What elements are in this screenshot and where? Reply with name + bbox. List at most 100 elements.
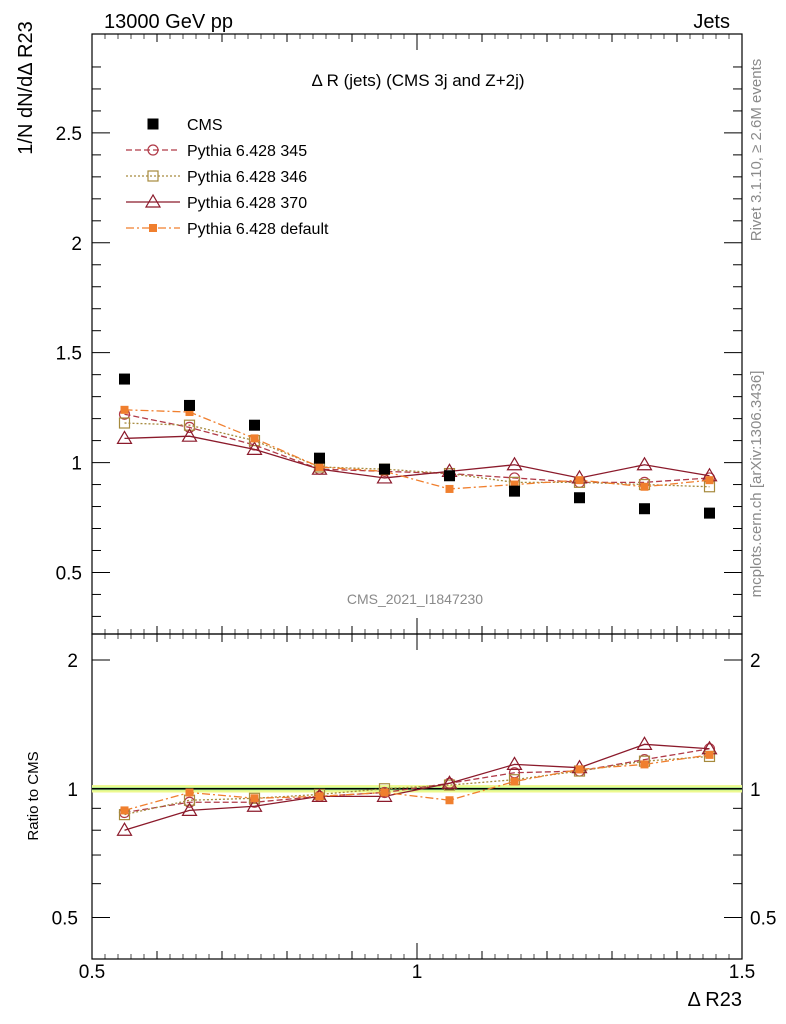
data-point: [574, 492, 585, 504]
data-point: [506, 456, 523, 471]
series-line: [124, 409, 710, 490]
ratio-point: [510, 777, 519, 786]
data-point: [181, 428, 198, 442]
legend-marker: [147, 170, 159, 182]
y-tick-label: 2: [71, 234, 82, 255]
ratio-y-tick-label: 1: [67, 780, 78, 801]
data-point: [575, 476, 584, 485]
mcplots-note: mcplots.cern.ch [arXiv:1306.3436]: [748, 371, 765, 598]
legend-item: Pythia 6.428 346: [126, 169, 307, 186]
data-point: [639, 503, 650, 515]
legend-item: Pythia 6.428 345: [126, 143, 307, 160]
ratio-point: [506, 756, 523, 771]
y-tick-label: 1.5: [56, 344, 82, 365]
legend-item: CMS: [147, 117, 223, 134]
ratio-series-pythia-6-428-345: [118, 743, 716, 819]
data-point: [119, 373, 130, 385]
data-point: [640, 482, 649, 491]
data-point: [379, 463, 390, 475]
ratio-point: [181, 802, 198, 817]
ratio-point: [380, 788, 389, 797]
ratio-y-tick-label-right: 0.5: [750, 909, 776, 930]
ratio-series-pythia-6-428-default: [120, 750, 714, 815]
data-point: [510, 480, 519, 489]
data-point: [249, 419, 260, 431]
data-point: [315, 462, 324, 471]
main-series: [116, 373, 718, 519]
ratio-point: [248, 792, 261, 804]
ratio-point: [185, 788, 194, 797]
header-right: Jets: [693, 11, 730, 33]
ratio-point: [250, 794, 259, 803]
x-tick-label: 1: [412, 962, 423, 983]
legend-item: Pythia 6.428 370: [126, 193, 307, 212]
data-point: [444, 470, 455, 482]
legend-marker: [147, 144, 159, 156]
data-point: [509, 485, 520, 497]
ratio-point: [445, 796, 454, 805]
data-point: [376, 469, 393, 484]
x-tick-label: 0.5: [79, 962, 105, 983]
ratio-point: [575, 765, 584, 774]
data-point: [636, 456, 653, 471]
legend-label: CMS: [187, 117, 223, 134]
ratio-y-tick-label-right: 1: [750, 780, 761, 801]
data-point: [250, 434, 259, 443]
ratio-point: [640, 760, 649, 769]
ratio-y-tick-label: 0.5: [52, 909, 78, 930]
legend-marker: [144, 193, 162, 208]
y-axis-label: 1/N dN/dΔ R23: [15, 21, 37, 154]
ratio-point: [246, 798, 263, 812]
header-left: 13000 GeV pp: [104, 11, 233, 33]
legend-label: Pythia 6.428 370: [187, 195, 307, 212]
data-point: [185, 408, 194, 417]
series-pythia-6-428-default: [120, 405, 714, 493]
ratio-y-tick-label: 2: [67, 651, 78, 672]
ratio-axis-label: Ratio to CMS: [25, 751, 42, 840]
ratio-point: [315, 792, 324, 801]
chart-title: Δ R (jets) (CMS 3j and Z+2j): [311, 71, 524, 90]
data-point: [704, 507, 715, 519]
data-point: [445, 484, 454, 493]
watermark: CMS_2021_I1847230: [347, 591, 483, 607]
ratio-point: [705, 750, 714, 759]
y-tick-label: 0.5: [56, 563, 82, 584]
ratio-point: [636, 736, 653, 750]
x-tick-label: 1.5: [729, 962, 755, 983]
ratio-point: [441, 775, 458, 789]
data-point: [116, 430, 133, 444]
series-line: [124, 435, 710, 479]
ratio-series: [116, 736, 718, 836]
legend-item: Pythia 6.428 default: [126, 221, 329, 238]
rivet-note: Rivet 3.1.10, ≥ 2.6M events: [748, 59, 765, 242]
data-point: [120, 405, 129, 414]
ratio-point: [120, 806, 129, 815]
ratio-line: [124, 748, 710, 814]
ratio-y-tick-label-right: 2: [750, 651, 761, 672]
ratio-line: [124, 743, 710, 831]
series-line: [124, 422, 710, 488]
legend-label: Pythia 6.428 345: [187, 143, 307, 160]
data-point: [705, 476, 714, 485]
data-point: [184, 399, 195, 411]
series-pythia-6-428-370: [116, 428, 718, 484]
ratio-line: [124, 754, 710, 812]
series-cms: [119, 373, 715, 519]
legend-label: Pythia 6.428 default: [187, 221, 329, 238]
series-line: [124, 413, 710, 484]
legend: CMS Pythia 6.428 345 Pythia 6.428 346 Pythi…: [126, 117, 329, 238]
ratio-point: [116, 822, 133, 836]
legend-marker: [149, 224, 157, 232]
series-pythia-6-428-345: [118, 408, 716, 488]
data-point: [246, 441, 263, 455]
y-tick-label: 1: [71, 454, 82, 475]
data-point: [118, 417, 131, 429]
ratio-axes: 0.5 1 1.5 0.5 0.5 1 1 2 2: [52, 634, 776, 983]
x-axis-label: Δ R23: [687, 989, 742, 1011]
y-tick-label: 2.5: [56, 124, 82, 145]
main-axes: 0.5 1 1.5 2 2.5: [56, 34, 743, 634]
data-point: [314, 452, 325, 464]
legend-label: Pythia 6.428 346: [187, 169, 307, 186]
legend-marker: [147, 118, 159, 130]
